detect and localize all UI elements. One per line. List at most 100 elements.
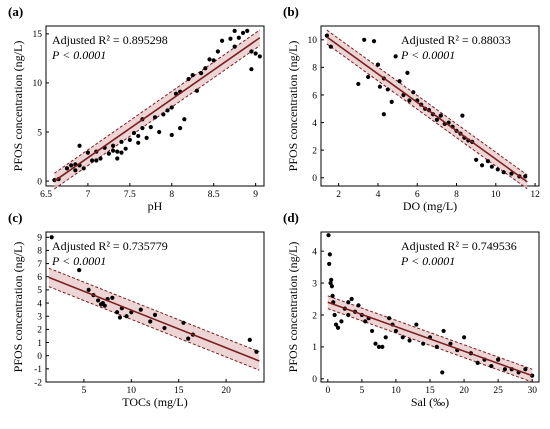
- data-point: [253, 51, 258, 56]
- data-point: [421, 341, 426, 346]
- y-tick-label: 4: [312, 119, 317, 129]
- data-point: [405, 70, 410, 75]
- data-point: [249, 49, 254, 54]
- data-point: [119, 150, 124, 155]
- data-point: [441, 328, 446, 334]
- data-point: [328, 280, 333, 286]
- x-tick-label: 7: [86, 190, 91, 200]
- data-point: [236, 35, 241, 40]
- data-point: [397, 79, 402, 84]
- data-point: [182, 117, 187, 122]
- data-point: [115, 149, 120, 154]
- plot-frame: [45, 231, 265, 383]
- data-point: [329, 277, 334, 282]
- x-tick-label: 9: [253, 190, 258, 200]
- upper-ci-line: [327, 295, 533, 370]
- lower-ci-line: [48, 286, 260, 371]
- upper-ci-line: [326, 29, 528, 176]
- data-point: [114, 310, 120, 315]
- data-point: [110, 148, 116, 153]
- x-axis-label: DO (mg/L): [403, 199, 457, 213]
- y-tick-label: 7: [37, 260, 42, 270]
- panel-label: (a): [8, 4, 23, 19]
- p-value-annotation: P < 0.0001: [400, 48, 455, 62]
- y-tick-label: 0: [312, 174, 317, 184]
- panel-label: (d): [283, 210, 299, 225]
- data-point: [335, 325, 341, 330]
- x-tick-label: 10: [127, 386, 137, 396]
- data-point: [152, 312, 158, 317]
- data-point: [324, 33, 329, 38]
- data-point: [332, 312, 337, 318]
- data-point: [475, 360, 480, 365]
- y-tick-label: 5: [37, 286, 42, 296]
- data-point: [186, 76, 191, 82]
- data-point: [346, 300, 351, 305]
- data-point: [434, 344, 439, 349]
- data-point: [249, 67, 254, 72]
- data-point: [152, 115, 158, 120]
- data-point: [81, 166, 86, 171]
- y-axis-label: PFOS concentration (ng/L): [286, 242, 300, 373]
- y-tick-label: 9: [37, 234, 42, 244]
- data-point: [127, 137, 132, 142]
- y-tick-label: 3: [312, 279, 317, 289]
- data-point: [64, 166, 70, 171]
- data-point: [73, 168, 78, 173]
- y-tick-label: 2: [312, 146, 317, 156]
- lower-ci-line: [327, 308, 533, 383]
- data-point: [228, 36, 233, 41]
- data-point: [169, 105, 174, 110]
- data-point: [460, 113, 465, 118]
- data-point: [247, 337, 252, 342]
- data-point: [407, 98, 412, 103]
- data-point: [136, 133, 141, 139]
- data-point: [165, 108, 170, 113]
- data-point: [407, 338, 412, 343]
- data-point: [181, 320, 186, 325]
- data-point: [523, 174, 528, 179]
- data-point: [356, 303, 361, 308]
- data-point: [102, 303, 107, 308]
- plot-frame: [45, 25, 265, 187]
- y-tick-label: 2: [312, 311, 317, 321]
- data-point: [414, 322, 419, 327]
- data-point: [327, 261, 332, 267]
- x-axis-label: TOCs (mg/L): [122, 395, 187, 409]
- data-point: [523, 367, 528, 372]
- y-tick-label: 0: [37, 177, 42, 187]
- x-tick-label: 6: [415, 190, 420, 200]
- y-tick-label: 2: [37, 326, 42, 336]
- data-point: [77, 268, 82, 273]
- data-point: [232, 44, 237, 49]
- y-tick-label: 8: [37, 247, 42, 257]
- data-point: [373, 341, 378, 346]
- data-point: [375, 62, 381, 67]
- data-point: [203, 66, 208, 71]
- y-tick-label: 10: [33, 79, 43, 89]
- data-point: [495, 167, 500, 172]
- upper-ci-line: [54, 29, 261, 174]
- data-point: [346, 312, 351, 318]
- data-point: [199, 71, 204, 76]
- data-point: [376, 344, 382, 349]
- r-squared-annotation: Adjusted R² = 0.88033: [401, 33, 511, 47]
- data-point: [144, 135, 149, 141]
- data-point: [411, 90, 416, 95]
- data-point: [489, 363, 494, 369]
- r-squared-annotation: Adjusted R² = 0.735779: [52, 239, 168, 253]
- data-point: [232, 28, 237, 34]
- y-tick-label: 5: [37, 128, 42, 138]
- data-point: [333, 322, 339, 327]
- data-point: [509, 171, 514, 176]
- panel-label: (b): [283, 4, 299, 19]
- y-tick-label: 6: [37, 273, 42, 283]
- data-point: [327, 252, 332, 257]
- r-squared-annotation: Adjusted R² = 0.749536: [401, 239, 517, 253]
- data-point: [98, 302, 104, 307]
- data-point: [117, 315, 123, 320]
- data-point: [385, 87, 390, 92]
- y-tick-label: 1: [312, 343, 317, 353]
- y-tick-label: 8: [312, 64, 317, 74]
- data-point: [90, 158, 95, 163]
